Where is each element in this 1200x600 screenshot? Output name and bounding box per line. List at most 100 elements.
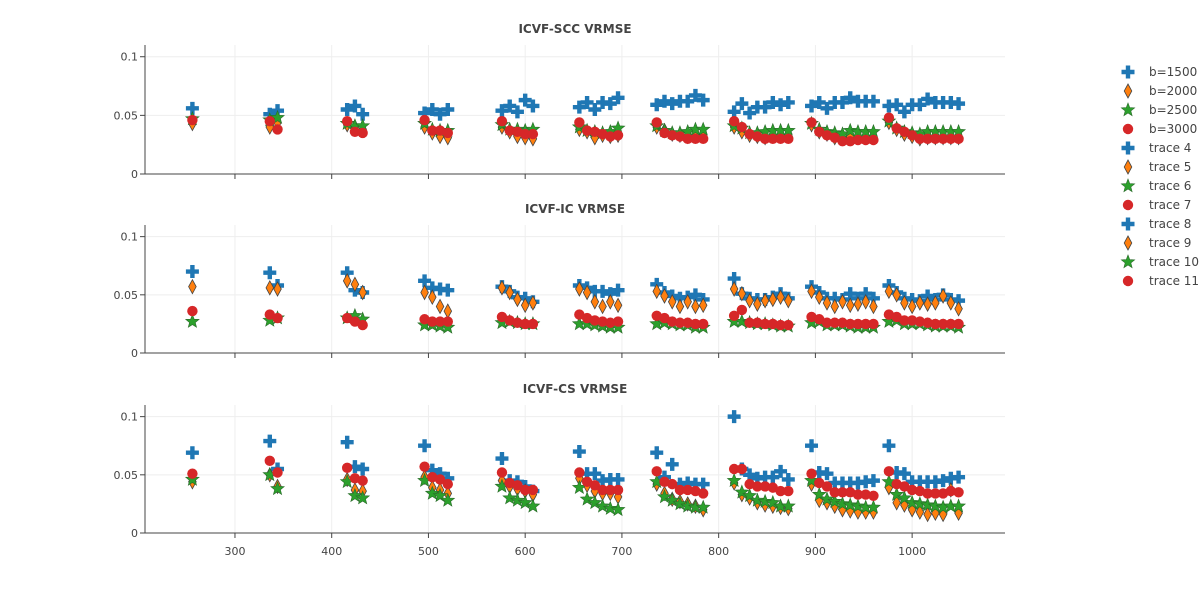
data-point [859,287,873,301]
legend-item[interactable]: b=2000 [1123,83,1197,99]
data-point [674,317,686,328]
data-point [814,314,825,325]
data-point [775,133,786,145]
circle-marker-icon [1122,275,1134,287]
legend-item[interactable]: trace 7 [1122,198,1192,212]
data-point [440,492,456,507]
data-point [812,95,826,109]
y-tick-label: 0.05 [114,109,139,122]
data-point [527,128,539,140]
data-point [517,494,533,510]
legend-item[interactable]: trace 4 [1121,141,1192,155]
data-point [348,460,362,474]
data-point [340,266,354,280]
data-point [865,123,881,139]
data-point [441,103,455,116]
data-point [890,465,904,479]
data-point [906,484,918,496]
x-tick-label: 300 [224,545,245,558]
data-point [921,92,935,106]
legend-label: trace 6 [1149,179,1191,193]
legend-item[interactable]: b=2500 [1120,102,1197,117]
data-point [868,490,879,501]
data-point [580,467,594,481]
circle-marker-icon [1122,199,1134,211]
data-point [930,488,941,499]
data-point [513,291,522,308]
legend-item[interactable]: b=3000 [1122,122,1197,136]
data-point [428,289,437,305]
data-point [602,500,618,515]
data-point [897,467,911,481]
data-point [519,128,531,140]
data-point [519,318,531,330]
data-point [349,126,361,137]
data-point [497,279,507,296]
data-point [946,295,956,311]
data-point [861,293,870,310]
data-point [944,95,958,109]
data-point [603,472,617,486]
data-point [272,124,283,135]
data-point [757,493,773,508]
data-point [272,467,283,478]
data-point [611,472,625,486]
data-point [851,476,865,490]
data-point [527,318,539,330]
data-point [574,467,585,478]
data-point [442,316,453,327]
legend-item[interactable]: trace 11 [1122,274,1199,288]
data-point [890,98,904,112]
legend-item[interactable]: trace 8 [1121,217,1192,231]
data-point [743,468,757,482]
data-point [340,103,354,116]
data-point [835,496,850,511]
data-point [805,99,819,113]
data-point [735,97,749,111]
data-point [518,93,532,107]
data-point [906,130,918,141]
data-point [611,283,625,297]
data-point [737,285,747,302]
subplot-1: 0 0.05 0.1 ICVF-SCC VRMSE [114,22,1005,181]
data-point [736,121,748,133]
y-tick-label: 0.1 [121,51,139,64]
data-point [727,105,741,119]
data-point [659,312,670,324]
legend-item[interactable]: trace 9 [1123,235,1191,251]
star-marker-icon [1120,178,1136,193]
data-point [860,318,871,330]
data-point [828,291,842,305]
data-point [766,95,780,109]
data-point [612,484,624,496]
data-point [837,317,848,328]
data-point [512,480,523,491]
data-point [442,478,453,490]
data-point [341,312,353,324]
data-point [882,439,896,453]
data-point [419,114,430,126]
data-point [496,116,508,127]
legend-item[interactable]: trace 6 [1120,178,1191,193]
data-point [843,91,857,105]
data-point [759,133,771,145]
data-point [673,291,687,305]
legend-item[interactable]: trace 5 [1123,159,1191,175]
data-point [900,295,909,311]
legend-item[interactable]: trace 10 [1120,254,1199,269]
data-point [822,295,832,311]
data-point [767,318,779,330]
data-point [603,287,617,301]
star-marker-icon [1120,254,1136,269]
data-point [866,474,880,488]
data-point [728,463,740,475]
data-point [937,318,949,330]
data-point [605,317,616,328]
data-point [868,134,879,146]
data-point [744,317,755,328]
data-point [667,130,678,141]
legend-item[interactable]: b=1500 [1121,65,1198,79]
data-point [657,489,672,504]
data-point [806,468,817,479]
